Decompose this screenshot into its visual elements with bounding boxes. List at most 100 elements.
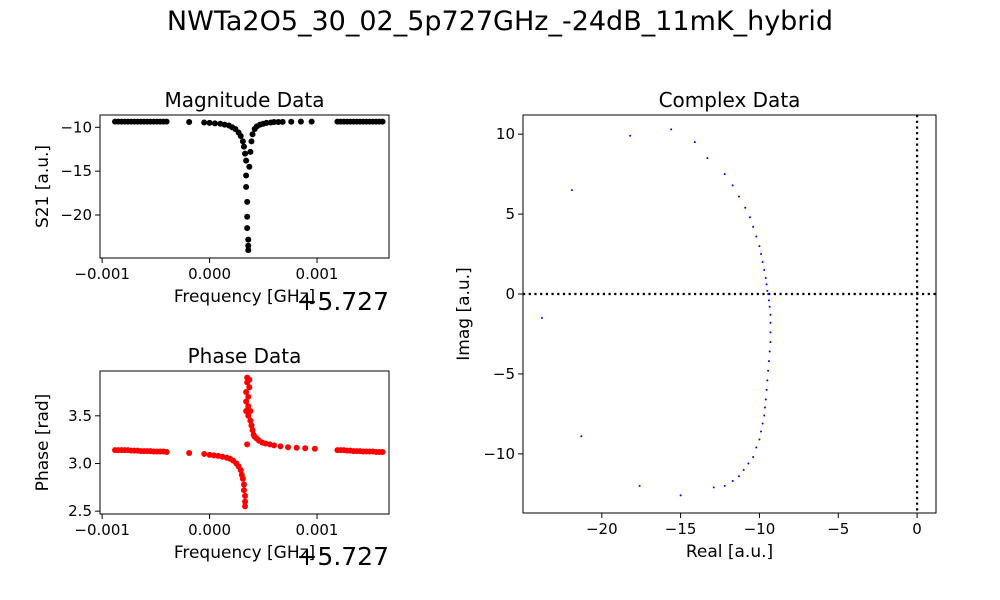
x-axis-label: Frequency [GHz] [174, 543, 315, 563]
data-point [245, 393, 252, 400]
data-point [245, 242, 252, 249]
data-point [766, 379, 769, 382]
data-point [755, 235, 758, 238]
x-tick-label: 0.000 [188, 521, 231, 539]
data-point [570, 189, 573, 192]
data-point [748, 216, 751, 219]
data-point [243, 157, 250, 164]
data-point [737, 195, 740, 198]
x-tick-label: −10 [744, 520, 776, 538]
data-point [275, 119, 282, 126]
x-offset-label: +5.727 [296, 287, 389, 316]
x-offset-label: +5.727 [296, 542, 389, 571]
figure-title: NWTa2O5_30_02_5p727GHz_-24dB_11mK_hybrid [166, 6, 834, 37]
data-point [752, 225, 755, 228]
data-point [237, 133, 244, 140]
data-point [248, 138, 255, 145]
data-point [271, 442, 278, 449]
data-point [768, 305, 771, 308]
data-point [767, 369, 770, 372]
data-point [747, 462, 750, 465]
data-point [243, 183, 250, 190]
data-point [240, 487, 247, 494]
axes-frame [522, 114, 937, 514]
y-tick-label: 3.5 [68, 407, 92, 425]
data-point [244, 213, 251, 220]
data-point [629, 134, 632, 137]
data-point [201, 450, 208, 457]
data-point [755, 446, 758, 449]
data-point [242, 503, 249, 510]
subplot-title: Phase Data [188, 344, 302, 368]
data-point [246, 163, 253, 170]
subplot-title: Magnitude Data [164, 88, 324, 112]
data-point [293, 444, 300, 451]
x-tick-label: 0 [912, 520, 922, 538]
data-point [763, 406, 766, 409]
complex-panel: −20 −15 −10 −5 0 10 5 0 −5 −10 Complex Data Real [a… [454, 88, 937, 562]
data-point [763, 414, 766, 417]
data-point [763, 269, 766, 272]
y-tick-label: −10 [483, 445, 515, 463]
data-point [247, 417, 254, 424]
y-tick-label: −20 [60, 206, 92, 224]
magnitude-panel: −0.001 0.000 0.001 −10 −15 −20 Magnitude Data F… [33, 88, 390, 316]
data-point [240, 481, 247, 488]
data-point [288, 118, 295, 125]
data-point [769, 340, 772, 343]
data-point [308, 118, 315, 125]
y-tick-label: 3.0 [68, 454, 92, 472]
data-point [245, 236, 252, 243]
data-point [764, 277, 767, 280]
data-point [769, 313, 772, 316]
data-point [767, 293, 770, 296]
data-point [540, 316, 543, 319]
x-axis-label: Real [a.u.] [686, 542, 773, 562]
y-tick-label: 5 [505, 205, 515, 223]
data-point [237, 467, 244, 474]
y-tick-label: −5 [493, 365, 515, 383]
data-point [246, 376, 253, 383]
data-point [311, 445, 318, 452]
data-point [297, 118, 304, 125]
x-tick-label: −15 [665, 520, 697, 538]
data-point [723, 484, 726, 487]
data-point [243, 398, 250, 405]
data-point [758, 245, 761, 248]
x-tick-label: 0.001 [296, 265, 339, 283]
data-point [249, 131, 256, 138]
axes-frame [99, 114, 390, 259]
y-axis-label: S21 [a.u.] [33, 145, 53, 228]
data-point [244, 441, 251, 448]
x-tick-label: −20 [586, 520, 618, 538]
data-point [765, 283, 768, 286]
data-point [242, 498, 249, 505]
data-point [186, 119, 193, 126]
data-point [245, 403, 252, 410]
data-point [186, 449, 193, 456]
data-point [163, 118, 170, 125]
data-point [271, 119, 278, 126]
data-point [760, 430, 763, 433]
data-point [379, 118, 386, 125]
data-point [712, 486, 715, 489]
y-axis-label: Phase [rad] [33, 394, 53, 492]
data-point [245, 247, 252, 254]
x-tick-label: −0.001 [74, 265, 130, 283]
data-point [768, 350, 771, 353]
subplot-title: Complex Data [659, 88, 801, 112]
y-tick-label: −15 [60, 162, 92, 180]
data-point [279, 118, 286, 125]
data-point [706, 157, 709, 160]
data-point [742, 468, 745, 471]
data-point [243, 388, 250, 395]
x-tick-label: −5 [827, 520, 849, 538]
data-point [201, 119, 208, 126]
data-point [760, 253, 763, 256]
data-point [731, 480, 734, 483]
y-tick-label: 0 [505, 285, 515, 303]
data-point [769, 321, 772, 324]
data-point [247, 148, 254, 155]
y-tick-label: 2.5 [68, 502, 92, 520]
